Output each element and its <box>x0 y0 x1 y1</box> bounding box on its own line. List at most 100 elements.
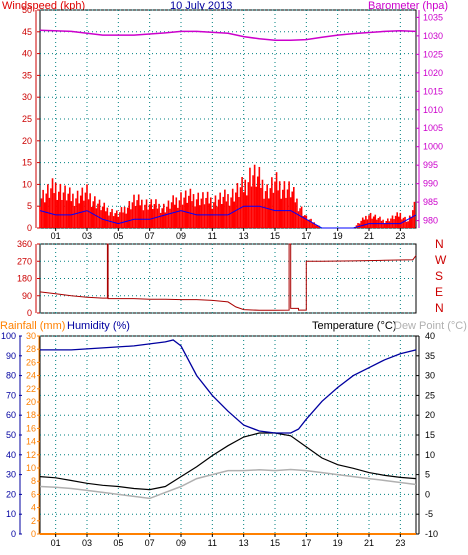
barometer-tick-label: 1005 <box>423 123 443 133</box>
windspeed-axis-title: Windspeed (kph) <box>2 0 86 12</box>
windspeed-tick-label: 35 <box>22 70 32 80</box>
temperature-line <box>39 432 417 491</box>
temperature-tick-label: 40 <box>425 331 435 341</box>
x-tick-label: 07 <box>145 538 155 548</box>
x-tick-label: 21 <box>364 538 374 548</box>
humidity-line <box>40 339 417 434</box>
temperature-tick-label: -10 <box>425 529 438 539</box>
x-tick-label: 03 <box>82 538 92 548</box>
x-tick-label: 23 <box>395 231 405 241</box>
humidity-tick-label: 50 <box>6 430 16 440</box>
direction-label-n-bottom: N <box>435 301 444 315</box>
barometer-tick-label: 980 <box>423 216 438 226</box>
barometer-tick-label: 1030 <box>423 31 443 41</box>
temperature-tick-label: 30 <box>425 371 435 381</box>
dewpoint-line <box>39 468 417 500</box>
humidity-tick-label: 70 <box>6 390 16 400</box>
direction-tick-label: 180 <box>17 274 32 284</box>
barometer-tick-label: 1020 <box>423 68 443 78</box>
humidity-tick-label: 60 <box>6 410 16 420</box>
barometer-tick-label: 990 <box>423 179 438 189</box>
humidity-tick-label: 0 <box>11 529 16 539</box>
x-tick-label: 11 <box>208 231 217 241</box>
rainfall-tick-label: 14 <box>26 437 36 447</box>
windspeed-tick-label: 0 <box>27 223 32 233</box>
rainfall-tick-label: 6 <box>31 489 36 499</box>
rainfall-tick-label: 12 <box>26 450 36 460</box>
windspeed-tick-label: 10 <box>22 179 32 189</box>
barometer-tick-label: 1010 <box>423 105 443 115</box>
direction-tick-label: 360 <box>17 239 32 249</box>
humidity-tick-label: 40 <box>6 450 16 460</box>
x-tick-label: 15 <box>270 538 280 548</box>
x-tick-label: 23 <box>395 538 405 548</box>
barometer-tick-label: 985 <box>423 197 438 207</box>
barometer-tick-label: 1015 <box>423 86 443 96</box>
windspeed-tick-label: 30 <box>22 92 32 102</box>
rainfall-tick-label: 10 <box>26 463 36 473</box>
temperature-tick-label: 10 <box>425 450 435 460</box>
rainfall-tick-label: 20 <box>26 397 36 407</box>
wind-direction-line <box>39 243 417 311</box>
temperature-tick-label: 5 <box>425 470 430 480</box>
dewpoint-axis-title: Dew Point (°C) <box>394 320 467 332</box>
chart-date: 10 July 2013 <box>170 0 233 12</box>
humidity-tick-label: 100 <box>1 331 16 341</box>
x-tick-label: 11 <box>208 538 217 548</box>
humidity-tick-label: 10 <box>6 509 16 519</box>
humidity-tick-label: 20 <box>6 489 16 499</box>
x-tick-label: 05 <box>113 538 123 548</box>
x-tick-label: 15 <box>270 231 280 241</box>
windspeed-tick-label: 25 <box>22 114 32 124</box>
barometer-axis-title: Barometer (hpa) <box>368 0 449 12</box>
x-tick-label: 05 <box>113 231 123 241</box>
x-tick-label: 19 <box>333 231 343 241</box>
x-tick-label: 09 <box>176 231 186 241</box>
rainfall-tick-label: 30 <box>26 331 36 341</box>
direction-tick-label: 90 <box>22 291 32 301</box>
direction-label-n-top: N <box>435 237 444 251</box>
rainfall-tick-label: 8 <box>31 476 36 486</box>
humidity-tick-label: 30 <box>6 470 16 480</box>
x-tick-label: 03 <box>82 231 92 241</box>
x-tick-label: 17 <box>301 231 311 241</box>
barometer-line <box>39 29 417 42</box>
rainfall-tick-label: 2 <box>31 516 36 526</box>
temperature-axis-title: Temperature (°C) <box>312 320 397 332</box>
temperature-tick-label: 35 <box>425 351 435 361</box>
x-tick-label: 01 <box>51 231 61 241</box>
x-tick-label: 13 <box>239 538 249 548</box>
rainfall-axis-title: Rainfall (mm) <box>0 320 66 332</box>
x-tick-label: 09 <box>176 538 186 548</box>
rainfall-tick-label: 0 <box>31 529 36 539</box>
rainfall-tick-label: 28 <box>26 344 36 354</box>
rainfall-tick-label: 24 <box>26 371 36 381</box>
windspeed-tick-label: 40 <box>22 49 32 59</box>
windspeed-tick-label: 5 <box>27 201 32 211</box>
temperature-tick-label: -5 <box>425 509 433 519</box>
windspeed-tick-label: 15 <box>22 158 32 168</box>
temperature-tick-label: 20 <box>425 410 435 420</box>
temperature-tick-label: 15 <box>425 430 435 440</box>
rainfall-tick-label: 18 <box>26 410 36 420</box>
direction-tick-label: 0 <box>27 308 32 318</box>
windspeed-tick-label: 50 <box>22 5 32 15</box>
barometer-tick-label: 1025 <box>423 49 443 59</box>
x-tick-label: 07 <box>145 231 155 241</box>
barometer-tick-label: 1000 <box>423 142 443 152</box>
humidity-axis-title: Humidity (%) <box>67 320 130 332</box>
temperature-tick-label: 25 <box>425 390 435 400</box>
rainfall-tick-label: 16 <box>26 423 36 433</box>
x-tick-label: 17 <box>301 538 311 548</box>
humidity-tick-label: 80 <box>6 371 16 381</box>
x-tick-label: 01 <box>51 538 61 548</box>
rainfall-tick-label: 22 <box>26 384 36 394</box>
wind-average-line <box>39 205 417 229</box>
barometer-tick-label: 1035 <box>423 12 443 22</box>
x-tick-label: 19 <box>333 538 343 548</box>
rainfall-tick-label: 26 <box>26 357 36 367</box>
barometer-tick-label: 995 <box>423 160 438 170</box>
direction-label-s: S <box>435 269 444 283</box>
rainfall-tick-label: 4 <box>31 503 36 513</box>
